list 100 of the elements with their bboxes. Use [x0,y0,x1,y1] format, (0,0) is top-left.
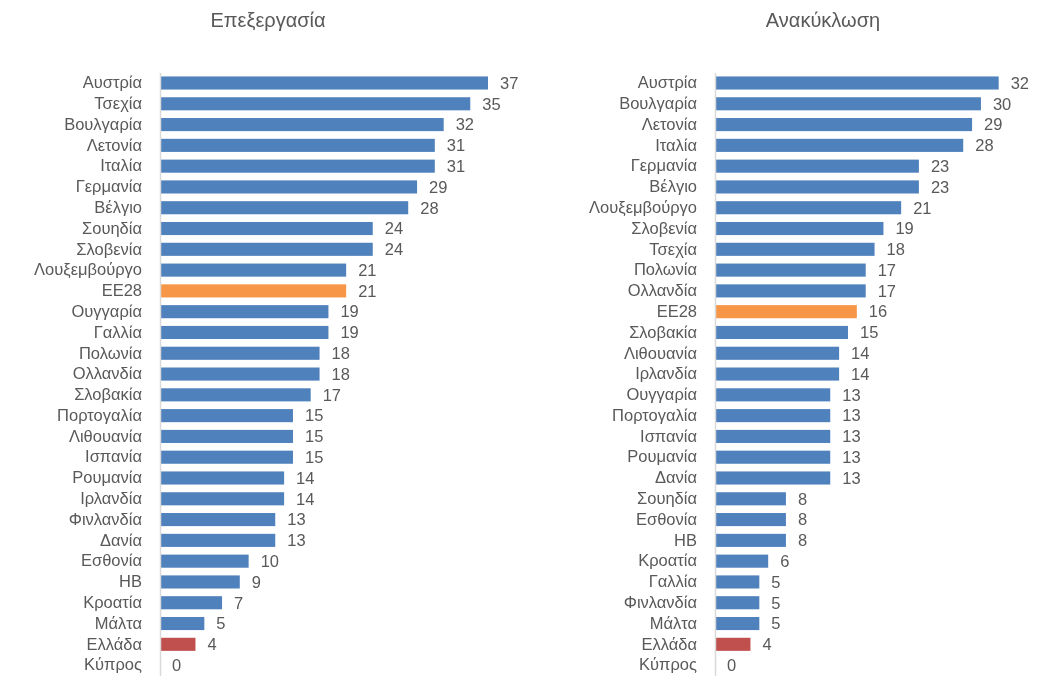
data-label: 19 [340,302,359,321]
bar [160,575,240,589]
data-label: 15 [304,427,324,446]
bar [160,596,223,610]
bar [160,325,329,340]
data-label: 15 [304,447,324,466]
y-tick-label: Λουξεμβούργο [589,198,697,218]
bar [715,180,919,194]
bar [715,533,786,547]
y-tick-label: Λουξεμβούργο [34,260,142,280]
bar [160,450,293,464]
data-label: 35 [482,94,501,113]
bar [160,492,285,506]
bar [715,97,981,111]
data-label: 13 [842,447,861,466]
bar [160,429,293,443]
y-tick-label: Γερμανία [75,177,143,196]
y-tick-label: ΕΕ28 [656,301,697,320]
y-tick-label: Τσεχία [649,239,698,258]
data-label: 24 [384,219,404,238]
data-label: 24 [384,240,404,259]
bar [715,450,831,464]
y-tick-label: Κροατία [638,551,698,570]
y-tick-label: Σλοβενία [76,239,143,258]
data-label: 8 [797,531,808,550]
y-tick-label: Μάλτα [649,613,698,632]
bar [715,616,760,631]
bar [715,118,973,132]
y-tick-label: Ιταλία [655,135,698,154]
bar [715,346,840,360]
data-label: 32 [455,115,475,134]
bar [715,637,751,651]
y-tick-label: Βέλγιο [649,177,697,196]
bar [715,325,848,340]
bar [715,575,760,589]
y-tick-label: Κροατία [83,593,143,612]
data-label: 29 [984,115,1003,134]
data-label: 5 [771,572,781,591]
bar [160,305,329,319]
bar [715,76,999,90]
y-tick-label: Πορτογαλία [57,405,143,424]
data-label: 13 [842,385,861,404]
data-label: 9 [251,572,261,591]
data-label: 19 [340,323,359,342]
y-tick-label: Ελλάδα [86,634,143,653]
y-tick-label: ΕΕ28 [101,281,142,300]
y-tick-label: ΗΒ [119,572,142,591]
y-tick-label: Ρουμανία [627,447,698,466]
y-tick-label: Δανία [99,530,143,549]
bar [715,305,857,319]
data-label: 18 [331,364,350,383]
y-tick-label: Λιθουανία [68,426,143,445]
y-tick-label: Πολωνία [78,343,143,362]
y-tick-label: Αυστρία [82,73,143,92]
data-label: 10 [260,551,280,570]
data-label: 13 [287,510,306,529]
data-label: 29 [429,177,448,196]
bar [160,388,311,402]
data-label: 13 [842,406,861,425]
data-label: 5 [771,593,781,612]
data-label: 5 [216,614,226,633]
bar [715,263,866,277]
bar [160,513,276,527]
y-tick-label: Φινλανδία [68,509,143,528]
data-label: 8 [797,489,808,508]
y-tick-label: Ισπανία [85,447,143,466]
y-tick-label: Ρουμανία [72,468,143,487]
data-label: 28 [975,136,994,155]
y-tick-label: ΗΒ [674,530,697,549]
y-tick-label: Σλοβακία [74,385,143,404]
data-label: 21 [358,281,377,300]
y-tick-label: Ιταλία [100,156,143,175]
data-label: 31 [446,156,466,175]
data-label: 13 [842,468,861,487]
data-label: 23 [930,177,950,196]
bar [160,533,276,547]
data-label: 4 [207,635,217,654]
bar [715,409,831,423]
y-tick-label: Ισπανία [640,426,698,445]
bar [715,388,831,402]
y-tick-label: Φινλανδία [623,593,698,612]
data-label: 0 [727,655,737,674]
chart-title: Επεξεργασία [210,9,326,31]
bar [160,159,435,173]
y-tick-label: Πορτογαλία [612,405,698,424]
bar [715,596,760,610]
chart-title: Ανακύκλωση [765,9,881,31]
y-tick-label: Ουγγαρία [71,301,143,320]
bar [160,118,444,132]
data-label: 17 [877,281,897,300]
data-label: 18 [886,240,905,259]
bar [715,242,875,256]
y-tick-label: Ελλάδα [641,634,698,653]
data-label: 21 [358,260,377,279]
bar [715,471,831,485]
data-label: 6 [780,551,790,570]
data-label: 21 [913,198,932,217]
y-tick-label: Κύπρος [639,655,698,674]
y-tick-label: Λετονία [86,135,143,154]
data-label: 32 [1010,73,1030,92]
